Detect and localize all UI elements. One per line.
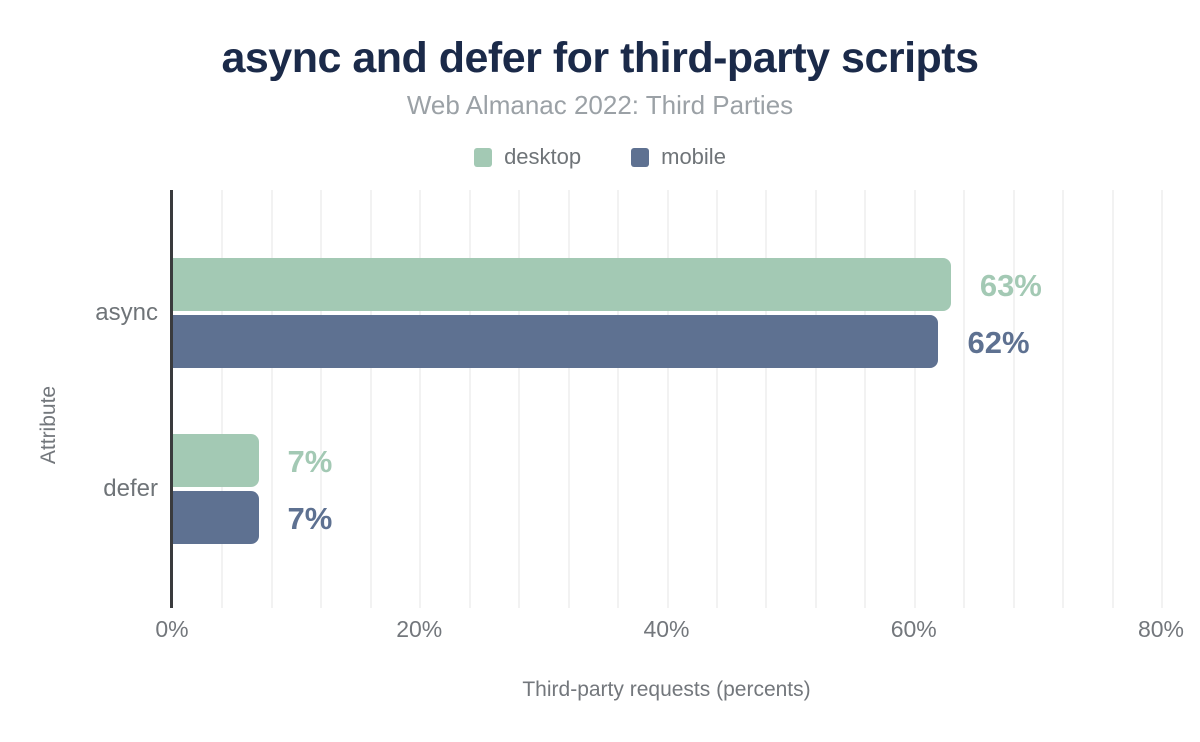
gridline	[518, 190, 521, 608]
gridline	[1161, 190, 1163, 608]
x-tick-label-80%: 80%	[1137, 616, 1185, 642]
legend-swatch-mobile	[631, 147, 650, 167]
gridline	[270, 190, 273, 608]
value-label-async-mobile: 62%	[967, 324, 1030, 360]
gridline	[1111, 190, 1114, 608]
gridline	[468, 190, 471, 608]
x-tick-label-60%: 60%	[890, 616, 937, 642]
value-label-async-desktop: 63%	[979, 267, 1042, 303]
gridline	[369, 190, 372, 608]
legend-label-desktop: desktop	[504, 144, 582, 169]
category-label-defer: defer	[103, 475, 158, 502]
gridline	[963, 190, 966, 608]
bar-defer-desktop	[173, 434, 259, 487]
bar-defer-mobile	[173, 491, 259, 544]
chart-title: async and defer for third-party scripts	[221, 34, 979, 82]
bar-async-desktop	[173, 258, 951, 311]
gridline	[666, 190, 669, 608]
category-label-async: async	[95, 299, 158, 326]
gridline	[814, 190, 817, 608]
gridline	[715, 190, 718, 608]
y-axis-line	[170, 190, 173, 608]
y-axis-title: Attribute	[37, 385, 60, 465]
x-tick-label-40%: 40%	[643, 616, 690, 642]
gridline	[419, 190, 422, 608]
gridline	[567, 190, 570, 608]
gridline	[617, 190, 620, 608]
gridline	[864, 190, 867, 608]
x-tick-label-0%: 0%	[155, 616, 189, 642]
legend-item-desktop: desktop	[474, 144, 581, 170]
value-label-defer-desktop: 7%	[287, 443, 333, 479]
gridline	[320, 190, 323, 608]
gridline	[1012, 190, 1015, 608]
chart-subtitle: Web Almanac 2022: Third Parties	[406, 90, 794, 120]
plot-area: 63% 62% 7% 7%	[170, 190, 1168, 608]
x-axis-title: Third-party requests (percents)	[522, 678, 811, 701]
gridline	[913, 190, 916, 608]
legend-item-mobile: mobile	[631, 144, 726, 170]
bar-async-mobile	[173, 315, 939, 368]
legend-label-mobile: mobile	[661, 144, 726, 169]
legend: desktop mobile	[0, 144, 1200, 170]
x-tick-label-20%: 20%	[396, 616, 443, 642]
gridline	[1062, 190, 1065, 608]
value-label-defer-mobile: 7%	[287, 500, 333, 536]
gridline	[221, 190, 224, 608]
legend-swatch-desktop	[474, 147, 493, 167]
gridline	[765, 190, 768, 608]
